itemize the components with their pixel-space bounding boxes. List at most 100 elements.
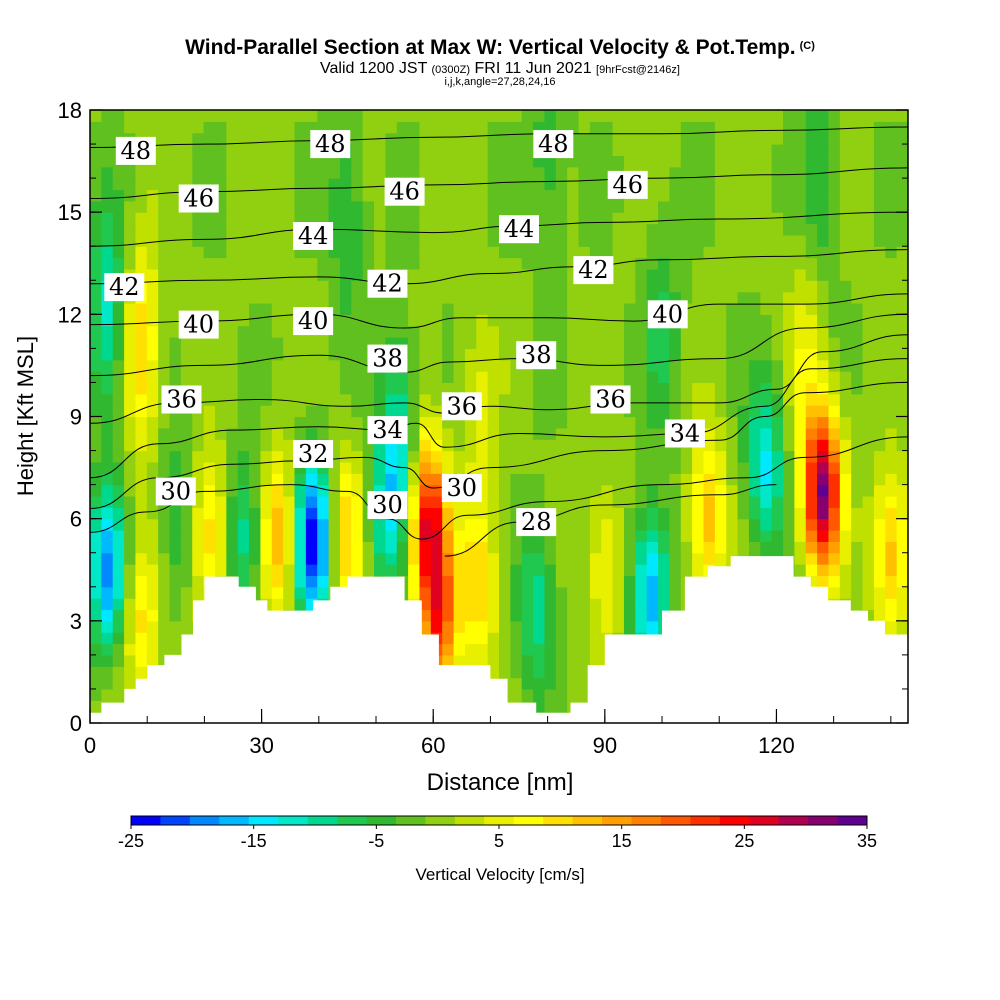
- velocity-cell: [726, 121, 739, 134]
- velocity-cell: [726, 280, 739, 293]
- velocity-cell: [783, 450, 795, 463]
- velocity-cell: [817, 110, 830, 122]
- velocity-cell: [510, 121, 523, 134]
- velocity-cell: [510, 189, 523, 202]
- velocity-cell: [885, 541, 898, 554]
- velocity-cell: [430, 609, 443, 622]
- velocity-cell: [862, 609, 875, 622]
- velocity-cell: [249, 473, 262, 486]
- velocity-cell: [521, 598, 534, 611]
- velocity-cell: [828, 234, 841, 247]
- velocity-cell: [737, 132, 750, 145]
- velocity-cell: [669, 132, 682, 145]
- velocity-cell: [419, 189, 432, 202]
- velocity-cell: [544, 314, 557, 327]
- theta-label-box: [367, 491, 408, 519]
- velocity-cell: [374, 530, 386, 542]
- velocity-cell: [760, 268, 773, 281]
- colorbar-tick-label: 15: [612, 831, 632, 851]
- velocity-cell: [317, 280, 330, 293]
- velocity-cell: [646, 439, 659, 452]
- velocity-cell: [567, 461, 580, 474]
- velocity-cell: [169, 337, 182, 349]
- x-axis-label: Distance [nm]: [427, 769, 574, 796]
- velocity-cell: [499, 450, 511, 463]
- velocity-cell: [430, 144, 443, 157]
- velocity-cell: [237, 416, 250, 429]
- velocity-cell: [271, 212, 284, 225]
- velocity-cell: [646, 178, 659, 191]
- velocity-cell: [499, 439, 511, 452]
- velocity-cell: [862, 518, 875, 531]
- velocity-cell: [374, 450, 386, 463]
- velocity-cell: [271, 586, 284, 599]
- velocity-cell: [623, 495, 636, 508]
- velocity-cell: [442, 359, 455, 372]
- velocity-cell: [487, 234, 500, 247]
- velocity-cell: [317, 416, 330, 429]
- velocity-cell: [783, 110, 795, 122]
- velocity-cell: [794, 427, 807, 440]
- velocity-cell: [374, 200, 386, 213]
- velocity-cell: [249, 530, 262, 542]
- velocity-cell: [317, 200, 330, 213]
- velocity-cell: [578, 314, 591, 327]
- velocity-cell: [283, 473, 296, 486]
- velocity-cell: [101, 688, 114, 701]
- velocity-cell: [487, 337, 500, 349]
- velocity-cell: [408, 518, 421, 531]
- velocity-cell: [726, 439, 739, 452]
- theta-label-box: [293, 307, 334, 336]
- velocity-cell: [476, 291, 489, 304]
- velocity-cell: [146, 382, 159, 395]
- velocity-cell: [692, 246, 705, 259]
- theta-label: 46: [178, 184, 219, 213]
- velocity-cell: [158, 121, 171, 134]
- velocity-cell: [669, 530, 682, 542]
- velocity-cell: [533, 654, 546, 667]
- velocity-cell: [726, 337, 739, 349]
- velocity-cell: [692, 110, 705, 122]
- velocity-cell: [408, 450, 421, 463]
- velocity-cell: [351, 166, 364, 179]
- velocity-cell: [499, 132, 511, 145]
- velocity-cell: [169, 155, 182, 168]
- velocity-cell: [203, 280, 216, 293]
- velocity-cell: [839, 382, 852, 395]
- velocity-cell: [135, 507, 148, 520]
- velocity-cell: [260, 586, 273, 599]
- velocity-cell: [817, 337, 830, 349]
- velocity-cell: [658, 598, 671, 611]
- velocity-cell: [692, 564, 705, 577]
- velocity-cell: [169, 609, 182, 622]
- velocity-cell: [374, 439, 386, 452]
- velocity-cell: [203, 144, 216, 157]
- velocity-cell: [851, 223, 864, 236]
- theta-label-text: 30: [372, 491, 403, 519]
- velocity-cell: [101, 450, 114, 463]
- velocity-cell: [453, 450, 466, 463]
- velocity-cell: [180, 371, 193, 384]
- velocity-cell: [783, 121, 795, 134]
- velocity-cell: [305, 518, 318, 531]
- velocity-cell: [328, 461, 341, 474]
- velocity-cell: [635, 609, 648, 622]
- velocity-cell: [294, 552, 307, 565]
- velocity-cell: [362, 110, 375, 122]
- velocity-cell: [339, 416, 352, 429]
- velocity-cell: [419, 166, 432, 179]
- velocity-cell: [805, 575, 818, 588]
- velocity-cell: [476, 325, 489, 338]
- velocity-cell: [351, 359, 364, 372]
- velocity-cell: [453, 416, 466, 429]
- theta-label-text: 40: [652, 300, 683, 328]
- velocity-cell: [760, 314, 773, 327]
- velocity-cell: [374, 257, 386, 270]
- velocity-cell: [385, 155, 398, 168]
- velocity-cell: [283, 280, 296, 293]
- velocity-cell: [714, 155, 727, 168]
- velocity-cell: [237, 257, 250, 270]
- velocity-cell: [351, 121, 364, 134]
- velocity-cell: [339, 371, 352, 384]
- velocity-cell: [101, 337, 114, 349]
